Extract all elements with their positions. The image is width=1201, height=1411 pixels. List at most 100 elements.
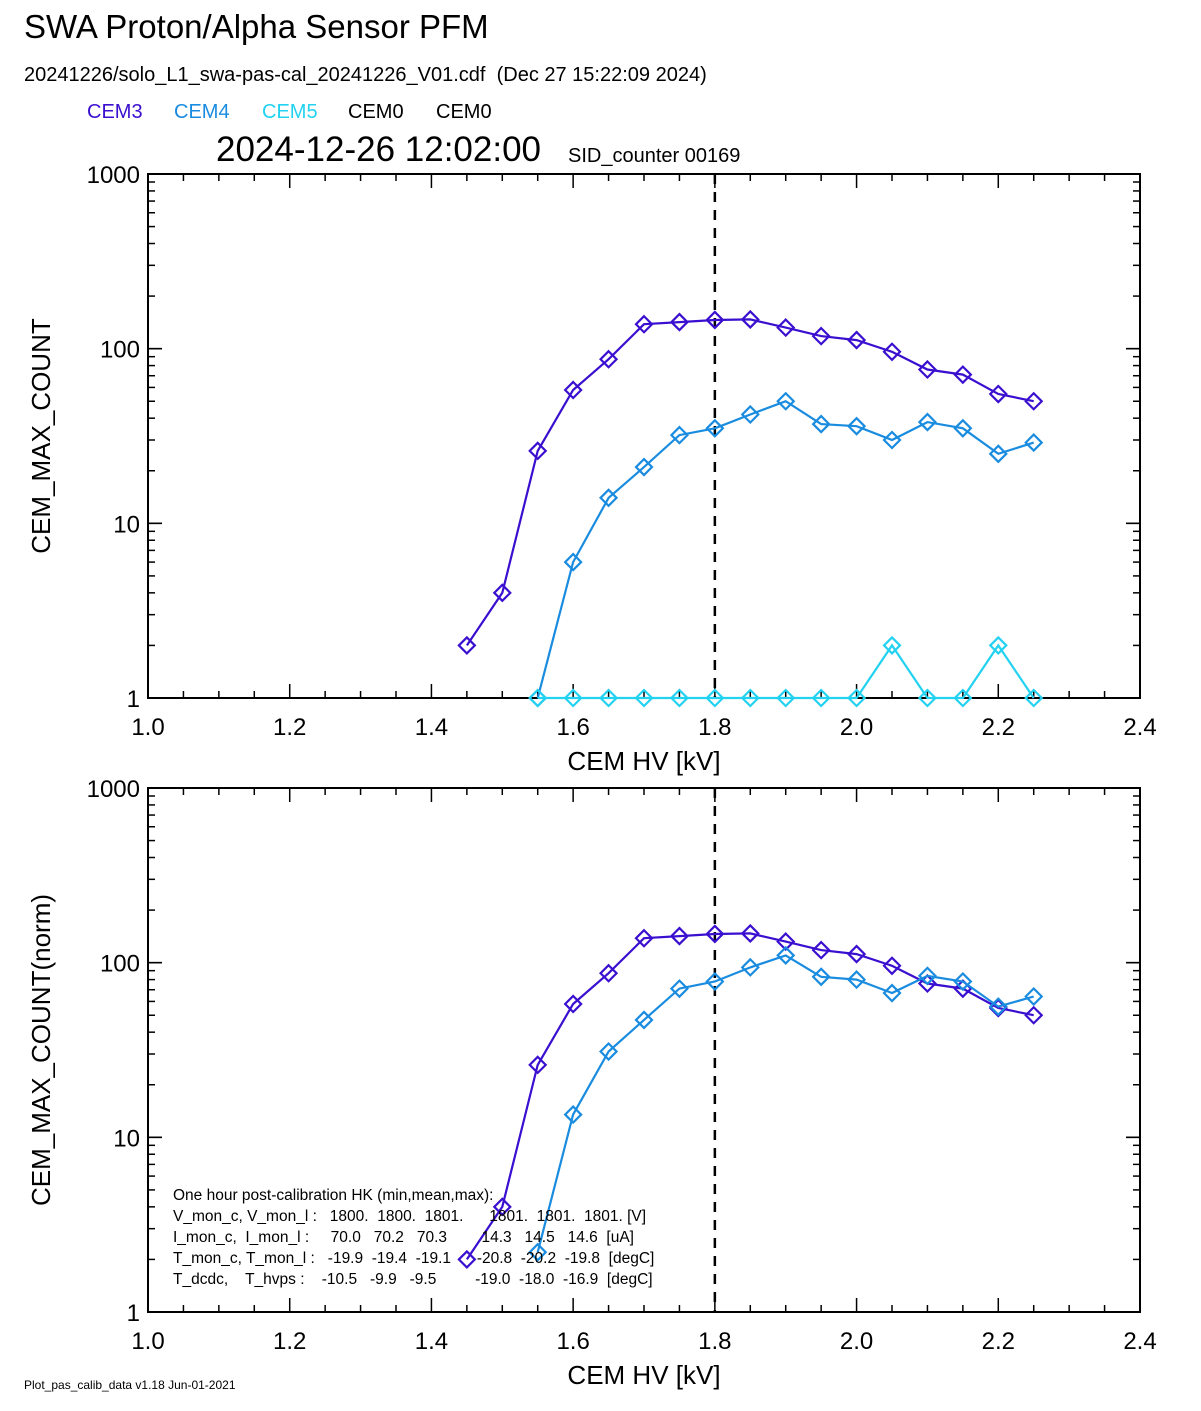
timestamp: 2024-12-26 12:02:00 <box>216 130 541 169</box>
data-point-cem3 <box>740 923 760 943</box>
data-point-cem4 <box>847 970 867 990</box>
legend-item-cem0-b: CEM0 <box>436 101 492 123</box>
data-point-cem5 <box>917 688 937 708</box>
hk-line: One hour post-calibration HK (min,mean,m… <box>173 1187 493 1204</box>
hk-line: T_mon_c, T_mon_l : -19.9 -19.4 -19.1 -20… <box>173 1250 654 1267</box>
data-point-cem5 <box>634 688 654 708</box>
data-point-cem3 <box>457 635 477 655</box>
legend-item-cem0-a: CEM0 <box>348 101 404 123</box>
data-point-cem4 <box>882 983 902 1003</box>
data-point-cem5 <box>563 688 583 708</box>
data-point-cem3 <box>634 314 654 334</box>
data-point-cem3 <box>528 441 548 461</box>
hk-line: I_mon_c, I_mon_l : 70.0 70.2 70.3 14.3 1… <box>173 1229 634 1246</box>
x-tick-label: 1.6 <box>556 1328 589 1355</box>
series-line-cem3 <box>465 318 1034 647</box>
data-point-cem4 <box>634 1010 654 1030</box>
file-subtitle: 20241226/solo_L1_swa-pas-cal_20241226_V0… <box>24 64 707 86</box>
data-point-cem3 <box>811 326 831 346</box>
data-point-cem5 <box>669 688 689 708</box>
x-tick-label: 2.2 <box>982 714 1015 741</box>
x-tick-label: 1.0 <box>131 1328 164 1355</box>
data-point-cem5 <box>599 688 619 708</box>
data-point-cem4 <box>705 418 725 438</box>
series-cem3 <box>457 309 1044 655</box>
data-point-cem3 <box>882 342 902 362</box>
data-point-cem5 <box>811 688 831 708</box>
sid-counter: SID_counter 00169 <box>568 145 741 167</box>
data-point-cem5 <box>988 635 1008 655</box>
data-point-cem5 <box>705 688 725 708</box>
footer-version: Plot_pas_calib_data v1.18 Jun-01-2021 <box>24 1378 236 1392</box>
data-point-cem4 <box>563 552 583 572</box>
series-line-cem3 <box>465 932 1034 1261</box>
data-point-cem4 <box>1024 986 1044 1007</box>
data-point-cem4 <box>988 997 1008 1017</box>
data-point-cem4 <box>953 418 973 438</box>
series-line-cem4 <box>536 954 1035 1253</box>
data-point-cem3 <box>776 318 796 338</box>
page-title: SWA Proton/Alpha Sensor PFM <box>24 8 489 45</box>
data-point-cem5 <box>847 688 867 708</box>
data-point-cem4 <box>669 979 689 999</box>
data-point-cem4 <box>634 457 654 477</box>
hk-info-table: One hour post-calibration HK (min,mean,m… <box>173 1187 654 1288</box>
hk-line: V_mon_c, V_mon_l : 1800. 1800. 1801. 180… <box>173 1208 646 1225</box>
data-point-cem5 <box>953 688 973 708</box>
data-point-cem4 <box>669 425 689 445</box>
data-point-cem3 <box>492 1197 512 1217</box>
y-tick-label: 1 <box>127 1300 140 1327</box>
series-cem4 <box>528 391 1044 708</box>
data-point-cem3 <box>847 330 867 350</box>
data-point-cem4 <box>811 414 831 434</box>
data-point-cem4 <box>599 488 619 508</box>
data-point-cem3 <box>705 924 725 944</box>
data-point-cem4 <box>988 444 1008 464</box>
data-point-cem3 <box>528 1055 548 1075</box>
chart-panel-2: 1.0 1.2 1.4 1.6 1.8 2.0 2.2 2.4 1 10 100 1000 CEM HV… <box>26 776 1157 1390</box>
x-tick-label: 2.4 <box>1123 1328 1156 1355</box>
data-point-cem4 <box>528 1242 548 1262</box>
y-axis-label: CEM_MAX_COUNT <box>26 318 56 554</box>
x-tick-label: 1.8 <box>698 1328 731 1355</box>
data-point-cem4 <box>1024 433 1044 453</box>
data-point-cem3 <box>953 365 973 385</box>
series-line-cem4 <box>536 399 1035 699</box>
x-axis-label: CEM HV [kV] <box>567 746 720 776</box>
hk-line: T_dcdc, T_hvps : -10.5 -9.9 -9.5 -19.0 -… <box>173 1271 653 1288</box>
y-tick-label: 10 <box>113 511 140 538</box>
data-point-cem3 <box>847 944 867 964</box>
data-point-cem3 <box>740 309 760 329</box>
data-point-cem5 <box>740 688 760 708</box>
data-point-cem4 <box>811 967 831 987</box>
data-point-cem4 <box>917 412 937 432</box>
data-point-cem3 <box>669 312 689 332</box>
series-cem4 <box>528 945 1044 1262</box>
x-tick-label: 2.4 <box>1123 714 1156 741</box>
plot-frame <box>147 173 1141 699</box>
x-tick-label: 1.6 <box>556 714 589 741</box>
y-tick-label: 100 <box>100 337 140 364</box>
y-tick-label: 1000 <box>87 162 140 189</box>
data-point-cem4 <box>847 416 867 436</box>
x-tick-label: 1.8 <box>698 714 731 741</box>
x-tick-label: 2.0 <box>840 1328 873 1355</box>
y-tick-label: 1000 <box>87 776 140 803</box>
data-point-cem4 <box>705 971 725 992</box>
y-axis-label: CEM_MAX_COUNT(norm) <box>26 894 56 1206</box>
x-tick-label: 1.2 <box>273 714 306 741</box>
data-point-cem4 <box>953 971 973 992</box>
data-point-cem3 <box>705 310 725 330</box>
data-point-cem5 <box>882 635 902 655</box>
data-point-cem3 <box>634 928 654 948</box>
x-tick-label: 2.2 <box>982 1328 1015 1355</box>
data-point-cem3 <box>882 956 902 976</box>
legend-item-cem4: CEM4 <box>174 101 230 123</box>
data-point-cem5 <box>528 688 548 708</box>
data-point-cem3 <box>988 384 1008 404</box>
x-tick-label: 1.0 <box>131 714 164 741</box>
data-point-cem4 <box>740 404 760 425</box>
chart-panel-1: 1.0 1.2 1.4 1.6 1.8 2.0 2.2 2.4 1 10 100 1000 CEM HV… <box>26 162 1157 776</box>
data-point-cem3 <box>1024 391 1044 411</box>
data-point-cem4 <box>740 957 760 977</box>
